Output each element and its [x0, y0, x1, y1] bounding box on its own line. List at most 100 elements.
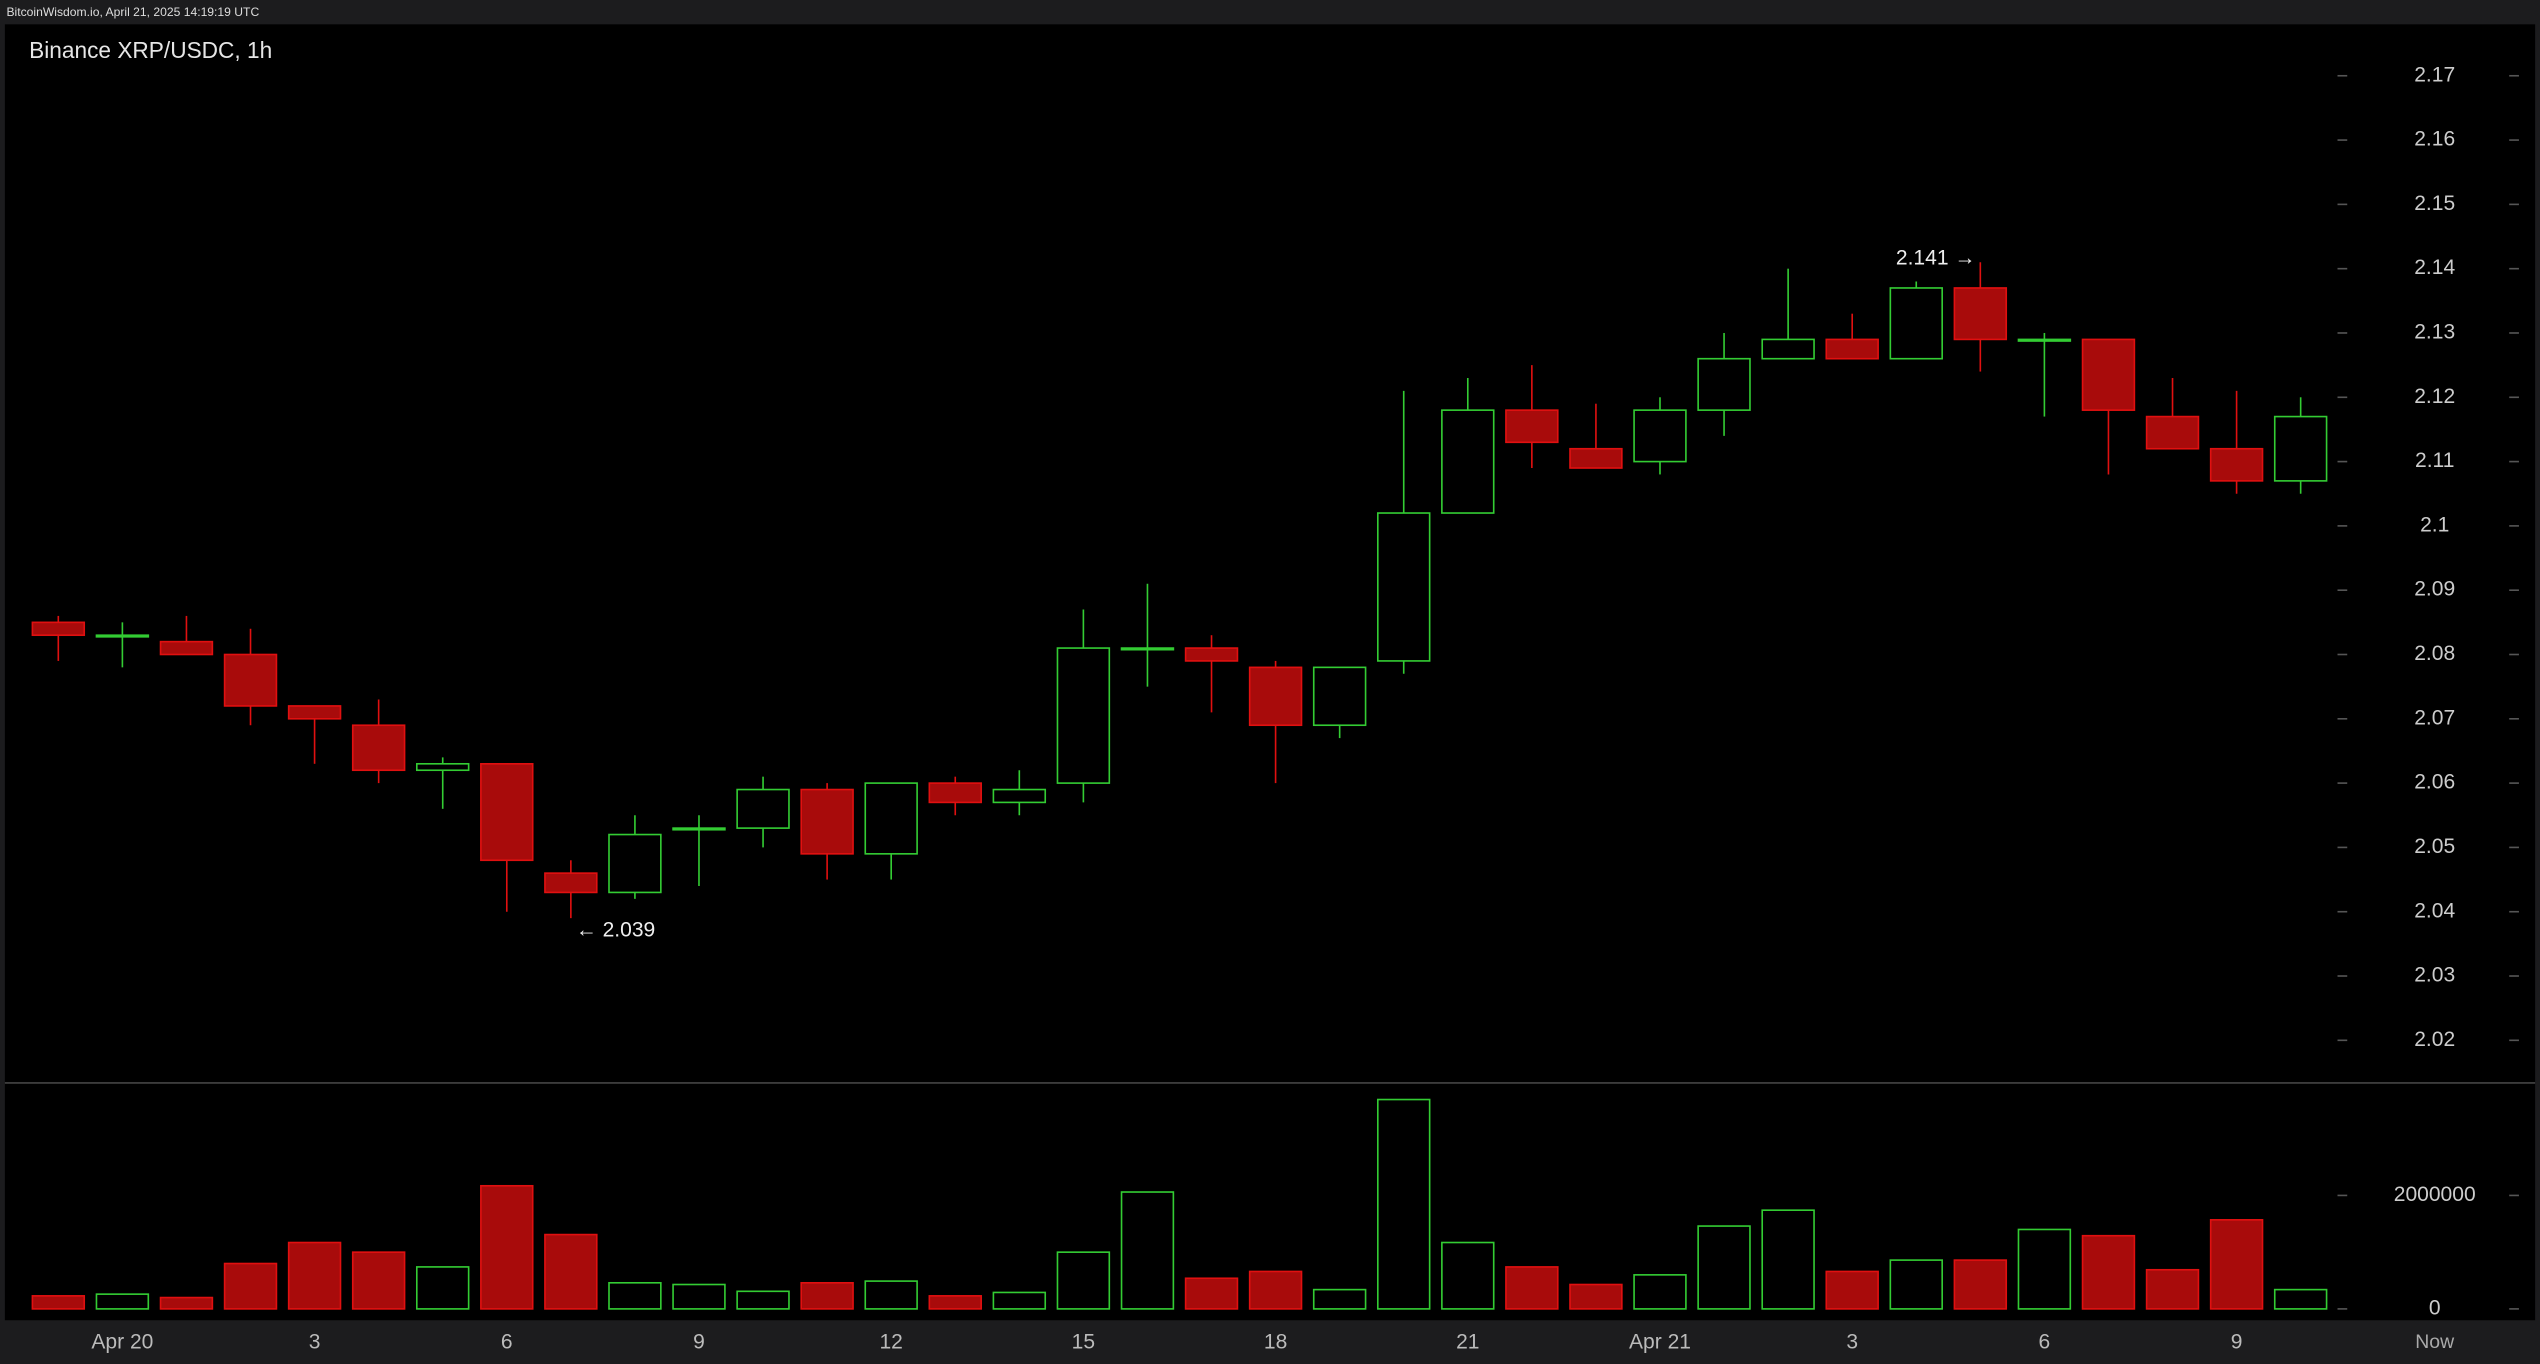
x-tick-label: 21 — [1456, 1330, 1479, 1353]
candle-body — [287, 705, 342, 720]
volume-bar — [1697, 1225, 1751, 1310]
y-tick-label: 2.1 — [2420, 513, 2449, 536]
candle-body — [672, 827, 726, 831]
candle-body — [1505, 409, 1559, 444]
candle-body — [736, 788, 790, 829]
volume-bar — [1569, 1283, 1623, 1310]
volume-bar — [351, 1251, 406, 1310]
y-tick-label: 2.08 — [2414, 642, 2455, 665]
volume-bar — [480, 1184, 534, 1310]
annotation: ← 2.039 — [576, 919, 656, 942]
volume-bar — [1184, 1277, 1239, 1310]
candle-body — [223, 653, 278, 707]
candle-body — [1312, 666, 1367, 727]
header: BitcoinWisdom.io, April 21, 2025 14:19:1… — [6, 5, 259, 19]
candle-body — [1056, 647, 1111, 784]
volume-bar — [800, 1281, 854, 1310]
candle-body — [1441, 409, 1495, 514]
candle-body — [1248, 666, 1303, 727]
candle-body — [351, 724, 406, 772]
candle-body — [1120, 647, 1175, 651]
candle-body — [1953, 287, 2008, 341]
annotation: 2.141 → — [1896, 247, 1976, 270]
volume-bar — [1441, 1241, 1495, 1310]
x-tick-label: 15 — [1072, 1330, 1095, 1353]
candle-body — [95, 634, 150, 638]
x-tick-label: 6 — [2039, 1330, 2051, 1353]
volume-bar — [95, 1293, 150, 1310]
volume-bar — [1376, 1098, 1431, 1310]
volume-bar — [2017, 1228, 2072, 1310]
volume-bar — [223, 1262, 278, 1310]
x-tick-label: 6 — [501, 1330, 513, 1353]
candle-body — [992, 788, 1047, 804]
candle-body — [2081, 338, 2136, 411]
y-tick-label: 2.04 — [2414, 899, 2455, 922]
volume-bar — [1825, 1270, 1879, 1310]
candle-body — [31, 621, 86, 637]
y-tick-label: 2.17 — [2414, 63, 2455, 86]
volume-bar — [2081, 1234, 2136, 1310]
now-label: Now — [2415, 1331, 2455, 1353]
x-tick-label: Apr 20 — [91, 1330, 153, 1353]
volume-bar — [544, 1233, 598, 1310]
y-tick-label: 2.16 — [2414, 128, 2455, 151]
x-tick-label: 12 — [879, 1330, 902, 1353]
volume-bar — [415, 1266, 470, 1310]
volume-bar — [928, 1295, 982, 1310]
candle-body — [2017, 338, 2072, 342]
y-tick-label: 2.09 — [2414, 578, 2455, 601]
x-tick-label: 9 — [2231, 1330, 2243, 1353]
x-tick-label: 9 — [693, 1330, 705, 1353]
x-tick-label: 3 — [1846, 1330, 1858, 1353]
candle-body — [1825, 338, 1879, 360]
volume-bar — [2145, 1268, 2200, 1310]
volume-bar — [736, 1290, 790, 1310]
candle-body — [1761, 338, 1815, 360]
volume-bar — [1633, 1274, 1687, 1310]
volume-bar — [2273, 1288, 2328, 1310]
volume-bar — [31, 1295, 86, 1310]
x-tick-label: 3 — [309, 1330, 321, 1353]
candle-body — [2145, 415, 2200, 450]
candle-body — [2209, 447, 2264, 482]
y-tick-label: 2.11 — [2415, 449, 2454, 472]
candle-body — [480, 763, 534, 862]
candle-body — [608, 833, 662, 894]
y-tick-label: 2.03 — [2414, 964, 2455, 987]
candle-body — [159, 640, 214, 656]
candle-body — [415, 763, 470, 772]
y-tick-label: 2.07 — [2414, 706, 2455, 729]
volume-bar — [2209, 1219, 2264, 1310]
candle-body — [544, 872, 598, 894]
candle-body — [1376, 512, 1431, 662]
y-tick-label: 2.13 — [2414, 321, 2455, 344]
volume-bar — [1120, 1191, 1175, 1310]
volume-bar — [1505, 1266, 1559, 1310]
volume-bar — [608, 1281, 662, 1310]
candle-body — [864, 782, 918, 855]
candle-body — [800, 788, 854, 855]
volume-bar — [1761, 1209, 1815, 1310]
volume-bar — [1056, 1251, 1111, 1310]
volume-bar — [1889, 1259, 1943, 1310]
y-tick-label: 2.02 — [2414, 1028, 2455, 1051]
candle-body — [928, 782, 982, 804]
volume-bar — [864, 1280, 918, 1310]
candle-body — [1633, 409, 1687, 463]
y-tick-label: 2.06 — [2414, 771, 2455, 794]
candle-body — [1889, 287, 1943, 360]
candle-body — [1569, 447, 1623, 469]
volume-bar — [1248, 1270, 1303, 1310]
chart-title: Binance XRP/USDC, 1h — [29, 37, 272, 63]
y-tick-label: 2.12 — [2414, 385, 2455, 408]
volume-bar — [159, 1296, 214, 1310]
volume-bar — [287, 1241, 342, 1310]
volume-bar — [672, 1283, 726, 1310]
volume-bar — [1312, 1288, 1367, 1310]
y-tick-label: 2.05 — [2414, 835, 2455, 858]
x-tick-label: Apr 21 — [1629, 1330, 1691, 1353]
